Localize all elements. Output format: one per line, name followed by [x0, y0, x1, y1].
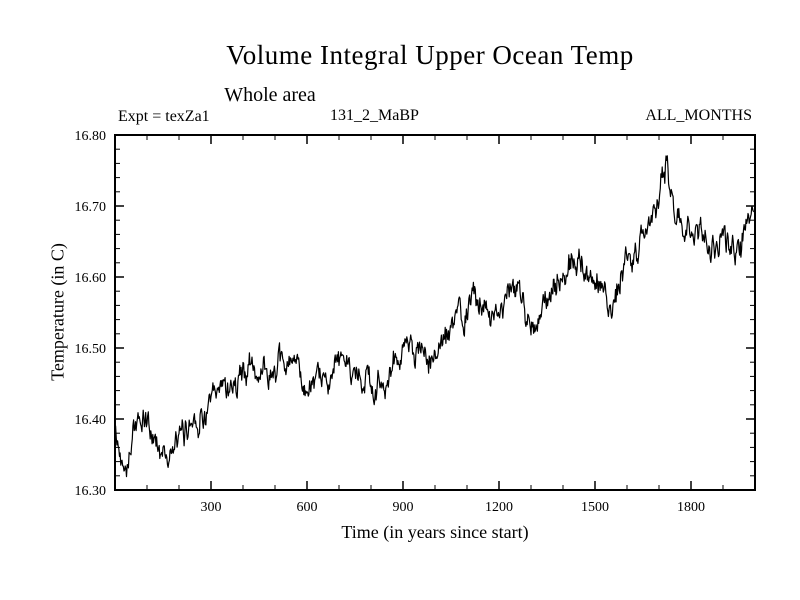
y-tick-label: 16.70 — [75, 200, 107, 215]
chart-title: Volume Integral Upper Ocean Temp — [226, 40, 634, 70]
y-tick-label: 16.60 — [75, 271, 107, 286]
y-tick-label: 16.80 — [75, 129, 107, 144]
x-tick-label: 1500 — [581, 500, 609, 515]
experiment-annotation: Expt = texZa1 — [118, 108, 210, 125]
x-tick-label: 1800 — [677, 500, 705, 515]
chart-subtitle: Whole area — [224, 84, 316, 106]
x-tick-label: 300 — [201, 500, 222, 515]
x-tick-label: 600 — [297, 500, 318, 515]
temperature-series-line — [114, 155, 756, 478]
y-tick-label: 16.40 — [75, 413, 107, 428]
x-axis-title: Time (in years since start) — [341, 522, 529, 542]
x-tick-label: 1200 — [485, 500, 513, 515]
axis-frame — [114, 134, 756, 491]
y-tick-label: 16.50 — [75, 342, 107, 357]
y-tick-label: 16.30 — [75, 484, 107, 499]
x-tick-label: 900 — [393, 500, 414, 515]
y-axis-title: Temperature (in C) — [47, 243, 68, 381]
dataset-annotation: 131_2_MaBP — [330, 107, 419, 124]
months-annotation: ALL_MONTHS — [645, 107, 752, 124]
